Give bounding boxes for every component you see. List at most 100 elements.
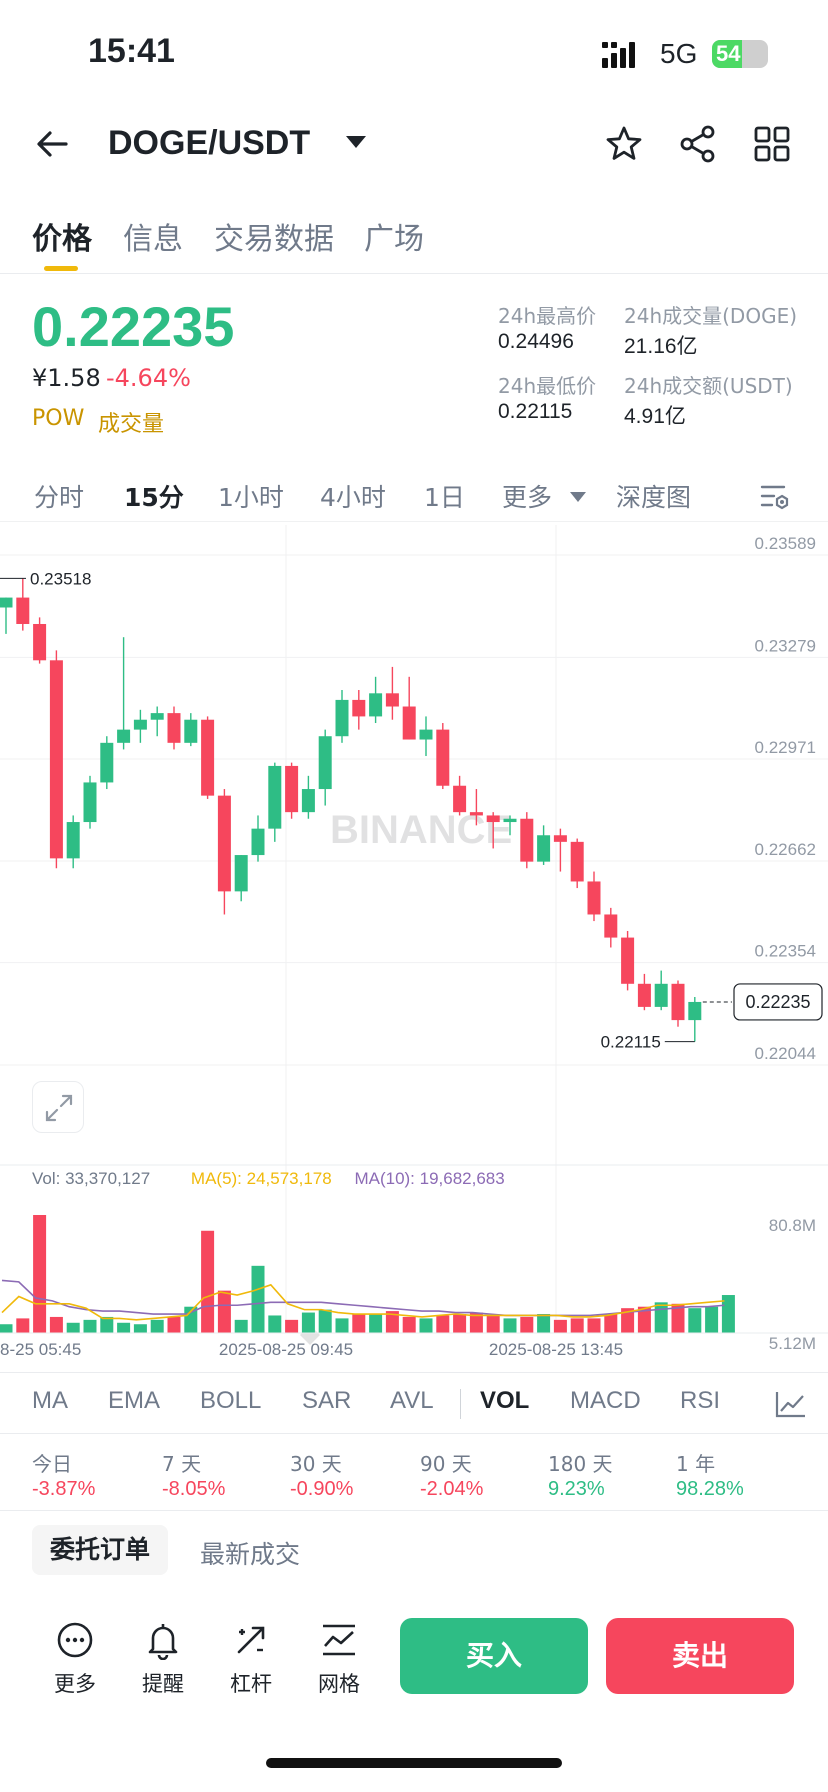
volume-bar bbox=[201, 1230, 215, 1333]
candle-body bbox=[117, 729, 131, 743]
more-dropdown-icon[interactable] bbox=[570, 492, 586, 502]
sell-button[interactable]: 卖出 bbox=[606, 1618, 794, 1694]
candle-body bbox=[453, 785, 467, 813]
turnover-value: 4.91亿 bbox=[624, 405, 686, 428]
ma10-line bbox=[1, 1279, 725, 1317]
indicator-ma[interactable]: MA bbox=[32, 1387, 68, 1414]
candle-body bbox=[234, 855, 248, 892]
volume-bar bbox=[654, 1302, 668, 1333]
candle-body bbox=[553, 835, 567, 842]
candle-body bbox=[268, 765, 282, 829]
return-value: -3.87% bbox=[32, 1478, 96, 1500]
interval-15m[interactable]: 15分 bbox=[124, 483, 184, 512]
candle-body bbox=[301, 789, 315, 813]
volume-tick-label: 80.8M bbox=[769, 1216, 816, 1235]
candle-body bbox=[251, 828, 265, 856]
candle-body bbox=[83, 782, 97, 823]
time-tick-label: 2025-08-25 13:45 bbox=[489, 1340, 623, 1359]
tab-trading-data[interactable]: 交易数据 bbox=[214, 222, 334, 257]
volume-bars: 80.8M 5.12M bbox=[0, 1215, 816, 1353]
volume-label: 24h成交量(DOGE) bbox=[624, 304, 798, 328]
candle-body bbox=[537, 835, 551, 862]
back-arrow-icon[interactable] bbox=[32, 124, 72, 164]
volume-bar bbox=[150, 1319, 164, 1333]
interval-1h[interactable]: 1小时 bbox=[218, 483, 284, 512]
price-cny: ¥1.58 bbox=[32, 364, 101, 392]
home-indicator bbox=[266, 1758, 562, 1768]
kline-chart[interactable]: BINANCE 0.23589 0.23279 0.22971 0.22662 0.22… bbox=[0, 525, 828, 1360]
candle-body bbox=[150, 713, 164, 720]
volume-bar bbox=[520, 1316, 534, 1333]
volume-bar bbox=[251, 1265, 265, 1333]
indicator-vol[interactable]: VOL bbox=[480, 1387, 530, 1414]
tab-open-orders[interactable]: 委托订单 bbox=[32, 1525, 168, 1575]
volume-bar bbox=[117, 1322, 131, 1333]
volume-bar bbox=[100, 1316, 114, 1333]
indicator-avl[interactable]: AVL bbox=[390, 1387, 434, 1414]
indicator-ema[interactable]: EMA bbox=[108, 1387, 161, 1414]
indicator-macd[interactable]: MACD bbox=[570, 1387, 641, 1414]
tab-square[interactable]: 广场 bbox=[364, 222, 424, 257]
low-value: 0.22115 bbox=[498, 400, 573, 423]
fullscreen-button[interactable] bbox=[32, 1081, 84, 1133]
volume-bar bbox=[486, 1315, 500, 1333]
volume-bar bbox=[688, 1308, 702, 1333]
candle-body bbox=[385, 693, 399, 707]
indicator-sar[interactable]: SAR bbox=[302, 1387, 352, 1414]
indicator-settings-icon[interactable] bbox=[774, 1389, 808, 1419]
grid-trading-icon bbox=[323, 1624, 355, 1656]
more-button[interactable]: 更多 bbox=[40, 1620, 110, 1698]
volume-bar bbox=[537, 1314, 551, 1333]
price-tick-label: 0.23279 bbox=[755, 636, 816, 655]
candle-body bbox=[654, 983, 668, 1007]
kline-chart-area[interactable]: BINANCE 0.23589 0.23279 0.22971 0.22662 0.22… bbox=[0, 525, 828, 1360]
interval-4h[interactable]: 4小时 bbox=[320, 483, 386, 512]
candle-body bbox=[352, 699, 366, 717]
volume-bar bbox=[721, 1295, 735, 1333]
pair-dropdown-icon[interactable] bbox=[346, 136, 366, 148]
tag-volume[interactable]: 成交量 bbox=[98, 412, 165, 437]
star-icon[interactable] bbox=[604, 124, 644, 164]
grid-button[interactable]: 网格 bbox=[304, 1620, 374, 1698]
alert-button[interactable]: 提醒 bbox=[128, 1620, 198, 1698]
chart-settings-icon[interactable] bbox=[760, 482, 792, 512]
ma5-line bbox=[1, 1283, 725, 1321]
candle-body bbox=[469, 812, 483, 816]
volume-bar bbox=[49, 1316, 63, 1333]
grid-menu-icon[interactable] bbox=[752, 124, 792, 164]
volume-bar bbox=[285, 1319, 299, 1333]
candle-body bbox=[100, 742, 114, 783]
more-dots-icon bbox=[57, 1622, 93, 1658]
tab-price[interactable]: 价格 bbox=[32, 222, 92, 257]
pair-title[interactable]: DOGE/USDT bbox=[108, 124, 311, 162]
depth-chart-tab[interactable]: 深度图 bbox=[616, 483, 692, 512]
candle-body bbox=[688, 1001, 702, 1021]
indicator-rsi[interactable]: RSI bbox=[680, 1387, 721, 1414]
tab-recent-trades[interactable]: 最新成交 bbox=[200, 1540, 301, 1569]
interval-more[interactable]: 更多 bbox=[502, 483, 553, 512]
return-label: 180 天 bbox=[548, 1452, 613, 1476]
volume-tick-label: 5.12M bbox=[769, 1334, 816, 1353]
interval-timeline[interactable]: 分时 bbox=[34, 483, 85, 512]
current-price-label: 0.22235 bbox=[745, 992, 810, 1012]
indicator-bar: MA EMA BOLL SAR AVL VOL MACD RSI bbox=[0, 1372, 828, 1434]
candle-body bbox=[66, 822, 80, 859]
low-label: 24h最低价 bbox=[498, 374, 597, 398]
indicator-boll[interactable]: BOLL bbox=[200, 1387, 262, 1414]
volume-bar bbox=[352, 1314, 366, 1333]
buy-button[interactable]: 买入 bbox=[400, 1618, 588, 1694]
price-tick-label: 0.23589 bbox=[755, 534, 816, 553]
volume-ma-lines bbox=[1, 1279, 725, 1321]
volume-bar bbox=[705, 1306, 719, 1333]
leverage-icon bbox=[237, 1626, 265, 1654]
volume-bar bbox=[167, 1316, 181, 1333]
leverage-button[interactable]: 杠杆 bbox=[216, 1620, 286, 1698]
tag-pow[interactable]: POW bbox=[32, 406, 85, 431]
interval-1d[interactable]: 1日 bbox=[424, 483, 465, 512]
candle-body bbox=[419, 729, 433, 740]
volume-current: Vol: 33,370,127 bbox=[32, 1169, 151, 1188]
share-icon[interactable] bbox=[678, 124, 718, 164]
return-label: 7 天 bbox=[162, 1452, 202, 1476]
candle-body bbox=[637, 983, 651, 1007]
tab-info[interactable]: 信息 bbox=[123, 222, 183, 257]
